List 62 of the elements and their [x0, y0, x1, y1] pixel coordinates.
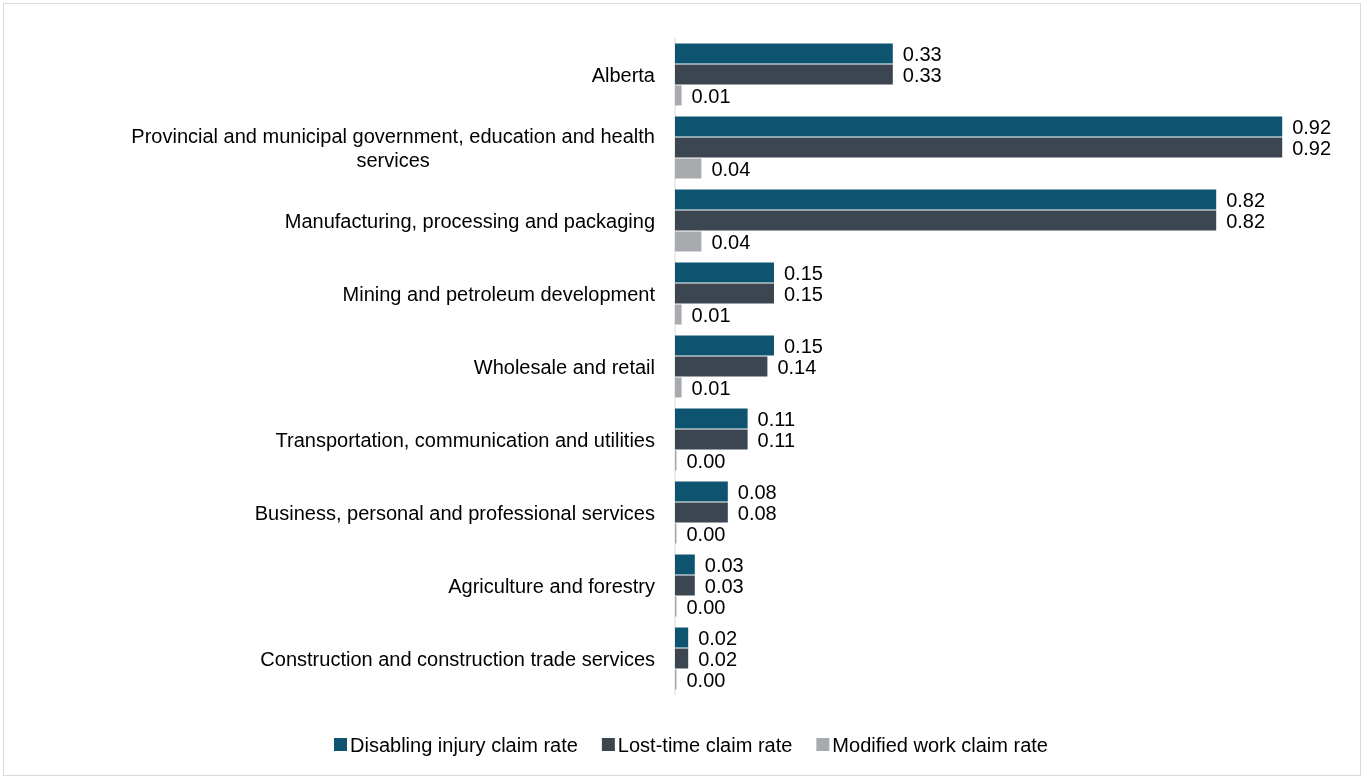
bar — [675, 335, 774, 356]
bar — [675, 356, 768, 377]
bar — [675, 304, 682, 325]
y-tick-label: Alberta — [591, 63, 656, 86]
data-label: 0.15 — [784, 261, 823, 284]
bar — [675, 262, 774, 283]
bar — [675, 377, 682, 398]
bar — [675, 408, 748, 429]
legend-label: Modified work claim rate — [832, 734, 1048, 756]
bar — [675, 283, 774, 304]
data-label: 0.33 — [902, 42, 942, 65]
y-tick-label: Mining and petroleum development — [342, 282, 656, 305]
bar — [675, 648, 689, 669]
data-label: 0.11 — [757, 407, 796, 430]
bar — [675, 627, 689, 648]
y-tick-label: Transportation, communication and utilities — [275, 428, 655, 451]
data-label: 0.04 — [711, 157, 751, 180]
data-label: 0.82 — [1226, 209, 1266, 232]
data-label: 0.02 — [698, 647, 738, 670]
bar — [675, 481, 728, 502]
data-label: 0.03 — [704, 553, 744, 576]
data-label: 0.08 — [737, 501, 777, 524]
data-label: 0.02 — [698, 626, 738, 649]
y-tick-label: Agriculture and forestry — [448, 574, 655, 597]
data-label: 0.82 — [1226, 188, 1266, 211]
y-tick-label: Wholesale and retail — [473, 355, 655, 378]
data-label: 0.01 — [691, 84, 731, 107]
bar — [675, 502, 728, 523]
y-tick-label: Construction and construction trade services — [260, 647, 655, 670]
bar — [675, 137, 1283, 158]
bar — [675, 85, 682, 106]
bar — [675, 429, 748, 450]
bar — [675, 43, 893, 64]
data-label: 0.00 — [686, 522, 726, 545]
data-label: 0.14 — [777, 355, 817, 378]
legend-label: Disabling injury claim rate — [350, 734, 578, 756]
bar — [675, 231, 702, 252]
bar — [675, 158, 702, 179]
y-tick-label: Manufacturing, processing and packaging — [284, 209, 655, 232]
data-label: 0.92 — [1292, 115, 1332, 138]
data-label: 0.33 — [902, 63, 942, 86]
legend-label: Lost-time claim rate — [617, 734, 793, 756]
data-label: 0.92 — [1292, 136, 1332, 159]
data-label: 0.00 — [686, 595, 726, 618]
bar — [675, 575, 695, 596]
data-label: 0.04 — [711, 230, 751, 253]
data-label: 0.11 — [757, 428, 796, 451]
bar — [675, 554, 695, 575]
data-label: 0.03 — [704, 574, 744, 597]
y-tick-label: Provincial and municipal government, education and health services — [131, 124, 655, 171]
data-label: 0.00 — [686, 449, 726, 472]
bar — [675, 64, 893, 85]
data-label: 0.08 — [737, 480, 777, 503]
data-label: 0.01 — [691, 303, 731, 326]
y-tick-label: Business, personal and professional services — [254, 501, 655, 524]
data-label: 0.01 — [691, 376, 731, 399]
bar — [675, 116, 1283, 137]
data-label: 0.15 — [784, 282, 823, 305]
data-label: 0.00 — [686, 668, 726, 691]
bar — [675, 189, 1217, 210]
bar — [675, 210, 1217, 231]
data-label: 0.15 — [784, 334, 823, 357]
